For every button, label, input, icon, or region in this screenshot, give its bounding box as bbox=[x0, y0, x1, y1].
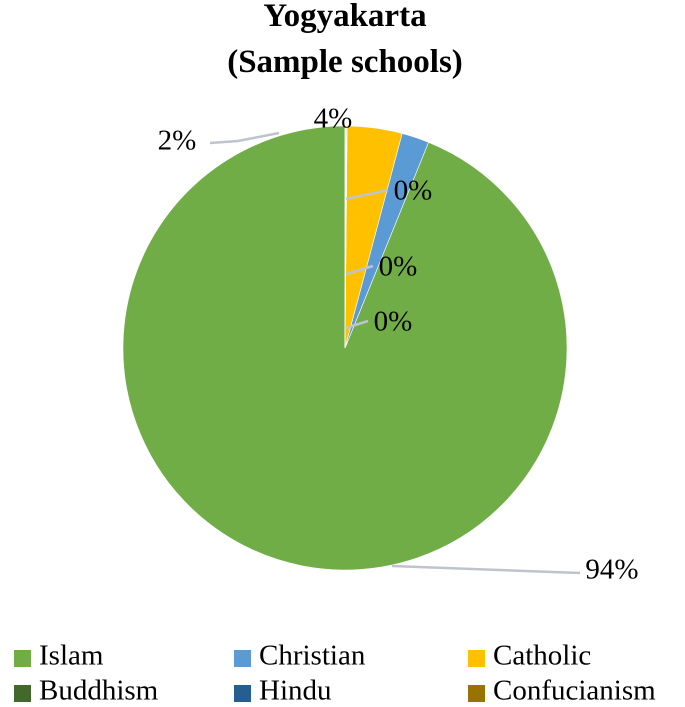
leader-line-islam bbox=[391, 564, 581, 575]
legend-swatch-hindu bbox=[234, 685, 251, 702]
data-labels: 94% 2% 4% 0% 0% 0% bbox=[158, 103, 639, 586]
legend-label-christian: Christian bbox=[259, 640, 366, 672]
legend-label-hindu: Hindu bbox=[259, 675, 332, 707]
chart-title: Yogyakarta bbox=[263, 0, 426, 34]
data-label-islam: 94% bbox=[585, 554, 638, 586]
data-label-christian: 2% bbox=[158, 125, 197, 157]
leader-line-buddhism bbox=[345, 188, 389, 201]
legend-label-islam: Islam bbox=[39, 640, 104, 672]
legend-label-confucianism: Confucianism bbox=[493, 675, 656, 707]
pie-slices bbox=[122, 125, 568, 571]
leader-line-hindu bbox=[345, 264, 374, 276]
legend-swatch-catholic bbox=[468, 650, 485, 667]
data-label-catholic: 4% bbox=[314, 103, 353, 135]
legend-swatch-buddhism bbox=[14, 685, 31, 702]
pie-slice-confucianism bbox=[344, 125, 346, 349]
leader-line-christian bbox=[209, 131, 280, 145]
legend: Islam Christian Catholic Buddhism Hindu Confu… bbox=[14, 640, 656, 707]
chart-subtitle: (Sample schools) bbox=[227, 44, 463, 80]
legend-swatch-christian bbox=[234, 650, 251, 667]
legend-swatch-confucianism bbox=[468, 685, 485, 702]
legend-item-hindu: Hindu bbox=[234, 675, 332, 707]
legend-item-confucianism: Confucianism bbox=[468, 675, 656, 707]
legend-swatch-islam bbox=[14, 650, 31, 667]
data-label-confucianism: 0% bbox=[374, 306, 413, 338]
legend-label-buddhism: Buddhism bbox=[39, 675, 159, 707]
data-label-buddhism: 0% bbox=[394, 175, 433, 207]
legend-item-catholic: Catholic bbox=[468, 640, 591, 672]
leader-lines bbox=[209, 131, 581, 575]
data-label-hindu: 0% bbox=[379, 251, 418, 283]
legend-item-buddhism: Buddhism bbox=[14, 675, 159, 707]
leader-line-confucianism bbox=[345, 319, 369, 330]
legend-item-islam: Islam bbox=[14, 640, 104, 672]
legend-item-christian: Christian bbox=[234, 640, 366, 672]
legend-label-catholic: Catholic bbox=[493, 640, 591, 672]
